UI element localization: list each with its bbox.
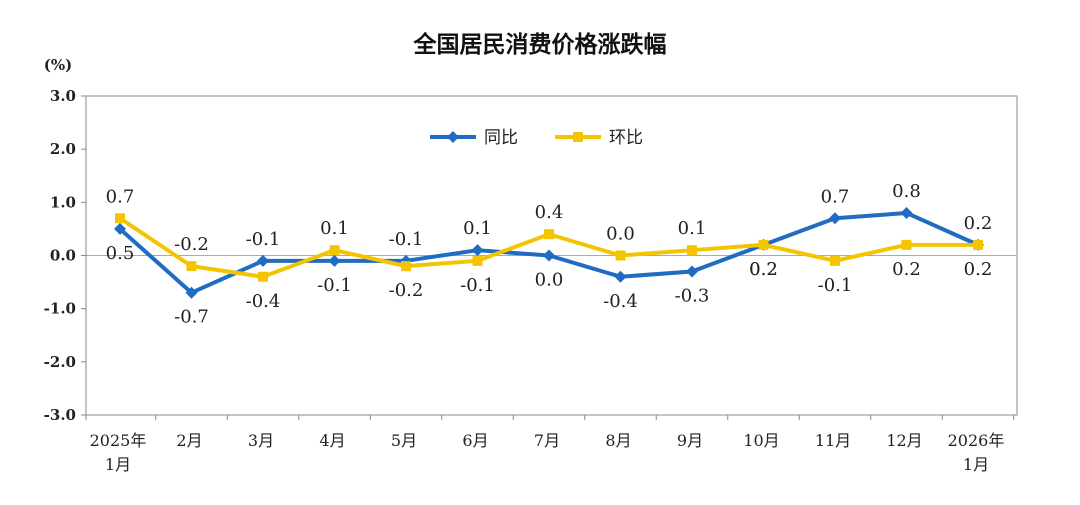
legend: 同比 环比 [430, 128, 643, 148]
y-tick-label: 0.0 [50, 247, 76, 265]
data-label-yoy: -0.1 [317, 275, 352, 296]
data-point-mom [830, 255, 840, 266]
data-point-mom [901, 239, 912, 250]
data-label-mom: 0.2 [749, 259, 778, 280]
y-tick-label: 2.0 [50, 140, 76, 158]
data-label-yoy: -0.1 [246, 229, 281, 250]
y-axis-ticks: 3.0 2.0 1.0 0.0 -1.0 -2.0 -3.0 [44, 87, 86, 424]
data-label-mom: -0.1 [818, 275, 853, 296]
data-point-mom [472, 255, 483, 266]
x-tick-label: 10月 [743, 431, 779, 450]
series-layer [114, 206, 984, 299]
legend-marker-square [573, 132, 583, 142]
data-label-mom: 0.7 [106, 186, 135, 207]
data-point-yoy [543, 249, 555, 262]
data-label-yoy: -0.3 [675, 285, 710, 306]
x-tick-label: 3月 [248, 431, 274, 450]
data-label-yoy: 0.8 [892, 181, 921, 202]
y-tick-label: -3.0 [44, 406, 76, 424]
data-label-mom: 0.1 [678, 218, 707, 239]
data-label-mom: 0.1 [320, 218, 349, 239]
data-point-yoy [471, 244, 484, 257]
data-label-mom: 0.2 [892, 259, 921, 280]
data-label-mom: 0.0 [606, 224, 635, 245]
data-label-mom: -0.4 [246, 291, 281, 312]
data-point-yoy [185, 286, 198, 299]
data-point-mom [758, 239, 769, 250]
data-point-mom [258, 271, 268, 282]
data-label-yoy: 0.2 [964, 213, 993, 234]
data-point-mom [401, 261, 411, 272]
data-label-yoy: 0.0 [535, 270, 564, 291]
y-unit-label: (%) [44, 56, 72, 74]
data-labels-layer: 0.5 -0.7 -0.1 -0.1 -0.1 0.1 0.0 -0.4 -0.3 0.2 0.7 0… [106, 181, 993, 328]
data-point-mom [687, 245, 697, 256]
data-point-yoy [114, 222, 126, 235]
x-tick-label: 2026年 [948, 431, 1005, 450]
x-tick-label: 6月 [462, 431, 488, 450]
x-tick-label: 2025年 [90, 431, 147, 450]
x-tick-label: 8月 [605, 431, 631, 450]
x-tick-label: 7月 [534, 431, 560, 450]
x-tick-label: 11月 [815, 431, 851, 450]
y-tick-label: -2.0 [44, 353, 76, 371]
x-tick-label: 12月 [886, 431, 922, 450]
data-point-yoy [328, 254, 341, 267]
y-tick-label: 1.0 [50, 193, 76, 211]
data-point-yoy [829, 212, 841, 225]
chart-title: 全国居民消费价格涨跌幅 [413, 31, 667, 58]
data-point-mom [329, 245, 340, 256]
data-point-yoy [614, 270, 627, 283]
data-label-mom: -0.2 [389, 280, 424, 301]
data-label-mom: -0.2 [174, 234, 209, 255]
data-point-mom [615, 250, 626, 261]
x-tick-label: 4月 [319, 431, 345, 450]
legend-label: 同比 [484, 128, 518, 148]
data-point-yoy [900, 206, 913, 219]
data-label-yoy: 0.7 [821, 186, 850, 207]
data-label-mom: 0.4 [535, 202, 564, 223]
x-tick-label: 5月 [391, 431, 417, 450]
x-tick-label: 1月 [963, 455, 989, 474]
data-label-yoy: 0.2 [749, 259, 778, 280]
data-point-mom [973, 239, 983, 250]
x-tick-label: 1月 [105, 455, 131, 474]
x-axis-ticks: 2025年 1月 2月 3月 4月 5月 6月 7月 8月 9月 10月 11月 12月 2026年 1月 [85, 415, 1015, 474]
y-tick-label: -1.0 [44, 300, 76, 318]
data-label-yoy: -0.4 [603, 291, 638, 312]
data-label-yoy: 0.1 [463, 218, 492, 239]
data-point-mom [544, 229, 554, 240]
x-tick-label: 2月 [176, 431, 202, 450]
data-label-yoy: -0.1 [389, 229, 424, 250]
data-point-mom [186, 261, 197, 272]
data-label-mom: 0.2 [964, 259, 993, 280]
data-point-yoy [686, 265, 698, 278]
data-label-mom: -0.1 [460, 275, 495, 296]
legend-marker-diamond [447, 131, 459, 143]
data-label-yoy: -0.7 [174, 307, 209, 328]
x-tick-label: 9月 [677, 431, 703, 450]
data-point-mom [115, 213, 125, 224]
legend-label: 环比 [609, 128, 643, 148]
data-label-yoy: 0.5 [106, 243, 135, 264]
data-point-yoy [257, 254, 269, 267]
y-tick-label: 3.0 [50, 87, 76, 105]
